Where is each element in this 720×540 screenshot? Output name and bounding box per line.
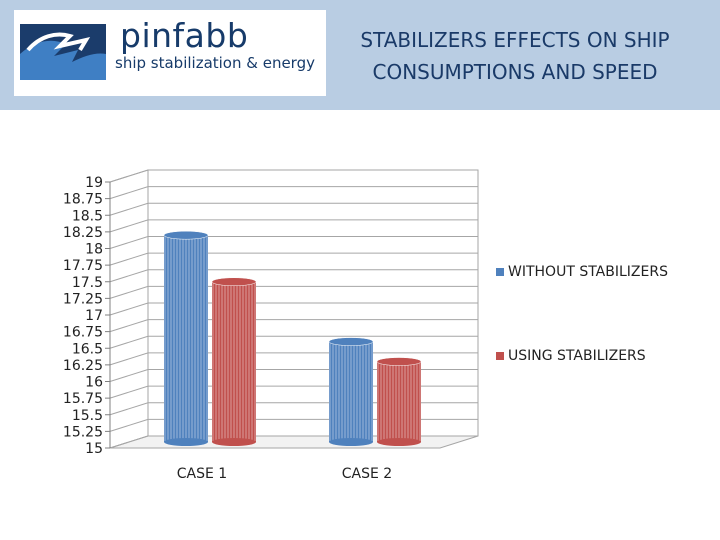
title-line-1: STABILIZERS EFFECTS ON SHIP	[360, 28, 670, 52]
y-tick-label: 17.25	[63, 291, 103, 307]
bar-base	[164, 438, 208, 446]
y-tick-label: 16	[85, 375, 103, 391]
y-tick-label: 15	[85, 441, 103, 457]
y-tick-label: 17.75	[63, 258, 103, 274]
bar-cap	[328, 337, 374, 346]
title-line-2: CONSUMPTIONS AND SPEED	[372, 60, 658, 84]
gridline-side	[109, 285, 149, 299]
gridline-side	[109, 352, 149, 366]
gridline-side	[109, 418, 149, 432]
wave-logo-icon	[20, 24, 106, 80]
y-tick-label: 15.25	[63, 424, 103, 440]
y-tick-label: 18.25	[63, 225, 103, 241]
brand-tagline: ship stabilization & energy	[115, 54, 315, 72]
y-tick-label: 17	[85, 308, 103, 324]
gridline-side	[109, 402, 149, 416]
bar-cap	[211, 277, 257, 286]
legend-swatch-red	[496, 352, 504, 360]
legend-swatch-blue	[496, 268, 504, 276]
gridline-side	[109, 186, 149, 200]
legend-label-using: USING STABILIZERS	[508, 348, 646, 364]
brand-logo: pinfabb ship stabilization & energy	[14, 10, 326, 96]
y-tick-label: 18	[85, 242, 103, 258]
x-tick-label: CASE 1	[177, 466, 227, 482]
page-title: STABILIZERS EFFECTS ON SHIP CONSUMPTIONS…	[320, 24, 710, 88]
bar-base	[377, 438, 421, 446]
brand-name: pinfabb	[120, 16, 249, 55]
gridline-side	[109, 369, 149, 382]
y-tick-label: 16.5	[72, 341, 103, 357]
y-tick-label: 15.75	[63, 391, 103, 407]
y-tick-label: 18.75	[63, 192, 103, 208]
gridline-side	[109, 169, 149, 183]
gridline-side	[109, 319, 149, 333]
gridline-side	[109, 302, 149, 316]
bar-base	[329, 438, 373, 446]
y-tick-label: 16.75	[63, 325, 103, 341]
legend-item-using: USING STABILIZERS	[496, 348, 646, 364]
bar-cap	[163, 230, 209, 240]
y-tick-label: 19	[85, 175, 103, 191]
bar-chart: 1918.7518.518.251817.7517.517.251716.751…	[63, 169, 479, 482]
gridline-side	[109, 435, 149, 449]
bar-cap	[376, 357, 422, 366]
gridline-side	[109, 236, 149, 249]
legend-label-without: WITHOUT STABILIZERS	[508, 264, 668, 280]
y-tick-label: 15.5	[72, 408, 103, 424]
y-tick-label: 17.5	[72, 275, 103, 291]
header-banner: pinfabb ship stabilization & energy STAB…	[0, 0, 720, 110]
legend-item-without: WITHOUT STABILIZERS	[496, 264, 668, 280]
x-tick-label: CASE 2	[342, 466, 392, 482]
bar-base	[212, 438, 256, 446]
gridline-side	[109, 385, 149, 399]
gridline-side	[109, 335, 149, 349]
gridline-side	[109, 269, 149, 283]
gridline-side	[109, 202, 149, 216]
gridline-side	[109, 252, 149, 266]
gridline-side	[109, 219, 149, 233]
y-tick-label: 16.25	[63, 358, 103, 374]
y-tick-label: 18.5	[72, 208, 103, 224]
